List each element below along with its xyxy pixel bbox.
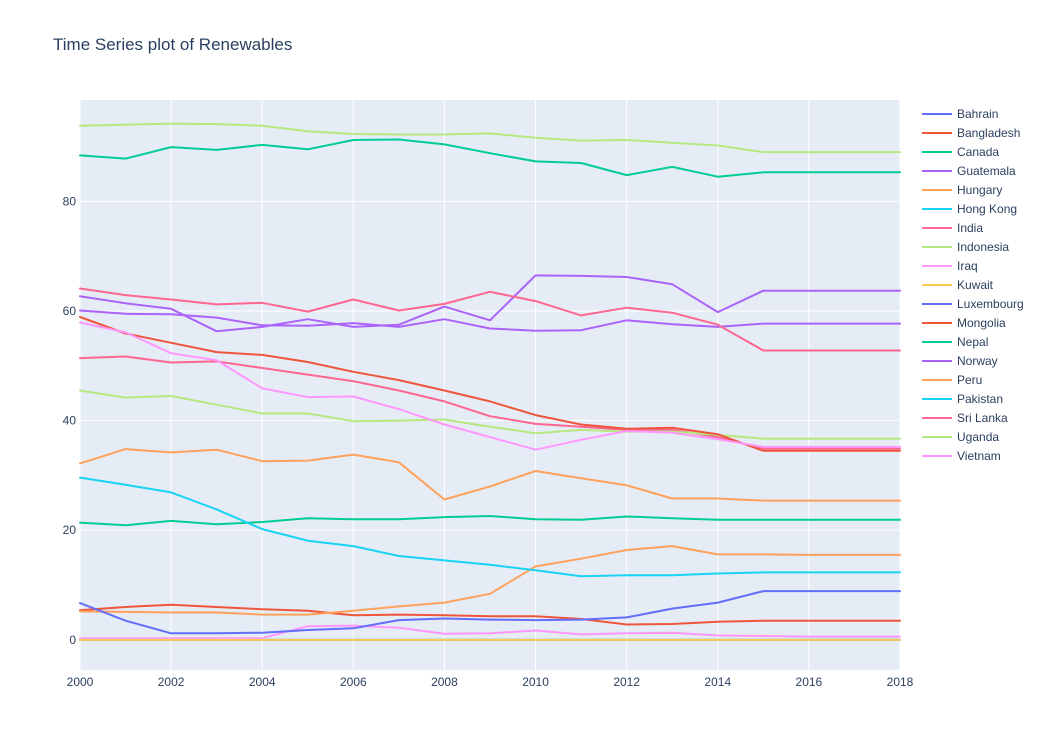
series-line[interactable]	[79, 138, 901, 178]
legend-label: Kuwait	[957, 278, 994, 292]
legend-item[interactable]: Luxembourg	[922, 297, 1024, 311]
legend-label: Uganda	[957, 430, 999, 444]
series-lines	[79, 122, 901, 641]
legend-item[interactable]: Bahrain	[922, 107, 998, 121]
x-tick-label: 2004	[249, 675, 276, 689]
x-tick-label: 2012	[613, 675, 640, 689]
x-tick-label: 2008	[431, 675, 458, 689]
axis-tick-labels: 2000 2002 2004 2006 2008 2010 2012 2014 2016 2018…	[63, 194, 914, 689]
legend-label: Bahrain	[957, 107, 998, 121]
legend-label: Norway	[957, 354, 998, 368]
series-line[interactable]	[79, 476, 901, 578]
legend-item[interactable]: Kuwait	[922, 278, 994, 292]
legend-label: Peru	[957, 373, 982, 387]
y-tick-label: 20	[63, 523, 77, 537]
legend-item[interactable]: Pakistan	[922, 392, 1003, 406]
legend-label: Hungary	[957, 183, 1002, 197]
series-line[interactable]	[79, 545, 901, 616]
series-line[interactable]	[79, 309, 901, 332]
legend-item[interactable]: Guatemala	[922, 164, 1016, 178]
y-tick-label: 60	[63, 304, 77, 318]
legend-item[interactable]: India	[922, 221, 983, 235]
x-tick-label: 2010	[522, 675, 549, 689]
series-line[interactable]	[79, 287, 901, 352]
legend-label: Luxembourg	[957, 297, 1024, 311]
legend-label: Canada	[957, 145, 999, 159]
legend-item[interactable]: Uganda	[922, 430, 999, 444]
legend: Bahrain Bangladesh Canada Guatemala Hungary H…	[922, 107, 1024, 463]
legend-item[interactable]: Mongolia	[922, 316, 1006, 330]
series-line[interactable]	[79, 321, 901, 451]
legend-item[interactable]: Nepal	[922, 335, 988, 349]
x-tick-label: 2000	[67, 675, 94, 689]
legend-item[interactable]: Canada	[922, 145, 999, 159]
legend-item[interactable]: Norway	[922, 354, 998, 368]
chart-title: Time Series plot of Renewables	[53, 35, 292, 54]
series-line[interactable]	[79, 624, 901, 640]
x-tick-label: 2006	[340, 675, 367, 689]
x-tick-label: 2014	[704, 675, 731, 689]
series-line[interactable]	[79, 389, 901, 440]
series-line[interactable]	[79, 122, 901, 154]
series-line[interactable]	[79, 603, 901, 626]
series-line[interactable]	[79, 316, 901, 452]
legend-item[interactable]: Bangladesh	[922, 126, 1020, 140]
series-line[interactable]	[79, 590, 901, 635]
legend-label: Pakistan	[957, 392, 1003, 406]
legend-label: Hong Kong	[957, 202, 1017, 216]
legend-label: Sri Lanka	[957, 411, 1008, 425]
y-tick-label: 80	[63, 194, 77, 208]
legend-item[interactable]: Vietnam	[922, 449, 1001, 463]
legend-label: Vietnam	[957, 449, 1001, 463]
legend-label: Guatemala	[957, 164, 1016, 178]
series-line[interactable]	[79, 274, 901, 333]
legend-item[interactable]: Sri Lanka	[922, 411, 1008, 425]
y-tick-label: 40	[63, 414, 77, 428]
legend-label: India	[957, 221, 983, 235]
legend-item[interactable]: Hungary	[922, 183, 1002, 197]
legend-label: Indonesia	[957, 240, 1009, 254]
legend-label: Mongolia	[957, 316, 1006, 330]
legend-item[interactable]: Iraq	[922, 259, 978, 273]
plot-area	[80, 100, 900, 670]
y-tick-label: 0	[69, 633, 76, 647]
legend-label: Nepal	[957, 335, 988, 349]
legend-label: Iraq	[957, 259, 978, 273]
series-line[interactable]	[79, 448, 901, 502]
x-tick-label: 2002	[158, 675, 185, 689]
legend-item[interactable]: Hong Kong	[922, 202, 1017, 216]
x-tick-label: 2016	[796, 675, 823, 689]
legend-item[interactable]: Peru	[922, 373, 982, 387]
series-line[interactable]	[79, 515, 901, 527]
legend-label: Bangladesh	[957, 126, 1020, 140]
x-tick-label: 2018	[887, 675, 914, 689]
legend-item[interactable]: Indonesia	[922, 240, 1009, 254]
